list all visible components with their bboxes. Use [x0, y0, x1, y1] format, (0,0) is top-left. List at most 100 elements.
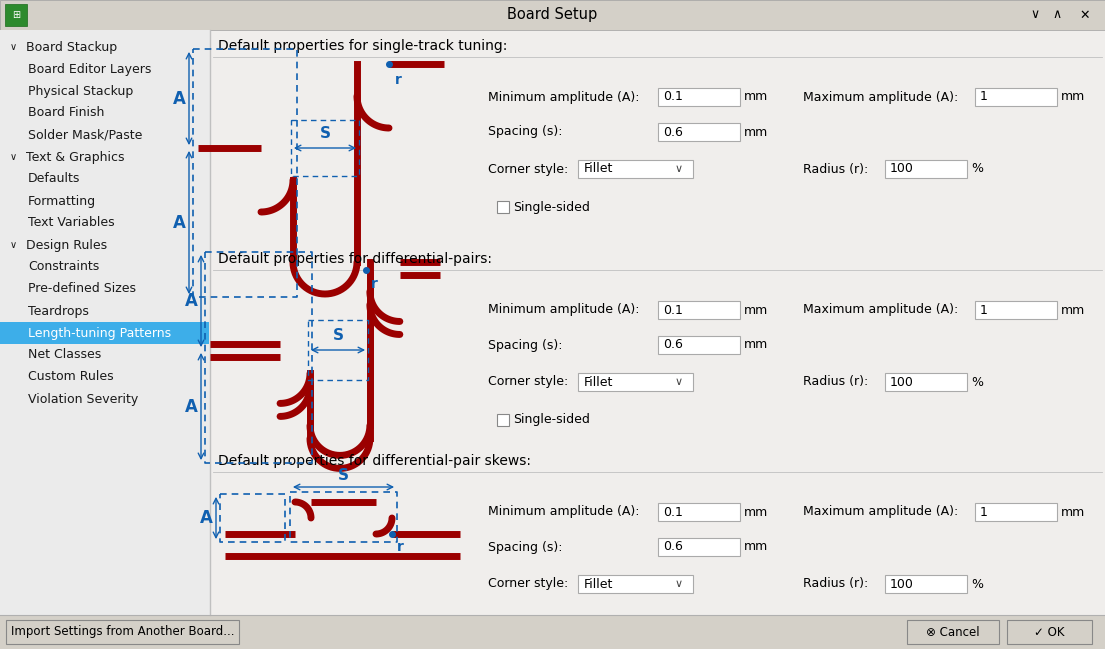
- Text: mm: mm: [744, 304, 768, 317]
- Text: Corner style:: Corner style:: [488, 376, 568, 389]
- Bar: [6, 620, 239, 644]
- Text: ∨: ∨: [675, 579, 683, 589]
- Text: Radius (r):: Radius (r):: [803, 162, 869, 175]
- Bar: [975, 301, 1057, 319]
- Bar: [210, 30, 1105, 615]
- Text: A: A: [172, 90, 186, 108]
- Bar: [0, 30, 210, 615]
- Text: 1: 1: [980, 304, 988, 317]
- Text: Spacing (s):: Spacing (s):: [488, 541, 562, 554]
- Bar: [497, 414, 509, 426]
- Text: 1: 1: [980, 506, 988, 519]
- Text: Violation Severity: Violation Severity: [28, 393, 138, 406]
- Bar: [657, 538, 740, 556]
- Text: r: r: [397, 540, 403, 554]
- Text: Minimum amplitude (A):: Minimum amplitude (A):: [488, 506, 640, 519]
- Text: Board Editor Layers: Board Editor Layers: [28, 62, 151, 75]
- Bar: [0, 322, 209, 344]
- Bar: [657, 88, 740, 106]
- Text: mm: mm: [744, 506, 768, 519]
- Text: Corner style:: Corner style:: [488, 162, 568, 175]
- Text: Fillet: Fillet: [585, 578, 613, 591]
- Text: Maximum amplitude (A):: Maximum amplitude (A):: [803, 506, 958, 519]
- Text: ∨: ∨: [1031, 8, 1040, 21]
- Text: ⊞: ⊞: [12, 10, 20, 20]
- Text: Single-sided: Single-sided: [513, 413, 590, 426]
- Text: Fillet: Fillet: [585, 162, 613, 175]
- Text: Spacing (s):: Spacing (s):: [488, 125, 562, 138]
- Bar: [975, 503, 1057, 521]
- Bar: [578, 373, 693, 391]
- Bar: [497, 201, 509, 213]
- Text: Design Rules: Design Rules: [27, 238, 107, 252]
- Bar: [0, 615, 1105, 649]
- Bar: [885, 575, 967, 593]
- Text: Text Variables: Text Variables: [28, 217, 115, 230]
- Text: mm: mm: [1061, 304, 1085, 317]
- Text: ∨: ∨: [675, 164, 683, 174]
- Text: Default properties for differential-pairs:: Default properties for differential-pair…: [218, 252, 492, 266]
- Text: A: A: [185, 397, 198, 415]
- Text: 0.6: 0.6: [663, 339, 683, 352]
- Bar: [975, 88, 1057, 106]
- Text: ∧: ∧: [1052, 8, 1062, 21]
- Text: Default properties for differential-pair skews:: Default properties for differential-pair…: [218, 454, 532, 468]
- Text: ⊗ Cancel: ⊗ Cancel: [926, 626, 980, 639]
- Text: Constraints: Constraints: [28, 260, 99, 273]
- Text: S: S: [333, 328, 344, 343]
- Text: ∨: ∨: [675, 377, 683, 387]
- Text: Single-sided: Single-sided: [513, 201, 590, 214]
- Text: mm: mm: [744, 541, 768, 554]
- Text: S: S: [319, 127, 330, 141]
- Text: Solder Mask/Paste: Solder Mask/Paste: [28, 129, 143, 141]
- Text: Board Setup: Board Setup: [507, 8, 598, 23]
- Bar: [657, 336, 740, 354]
- Text: 100: 100: [890, 376, 914, 389]
- Bar: [885, 373, 967, 391]
- Text: Text & Graphics: Text & Graphics: [27, 151, 125, 164]
- Text: Pre-defined Sizes: Pre-defined Sizes: [28, 282, 136, 295]
- Text: Custom Rules: Custom Rules: [28, 371, 114, 384]
- Bar: [6, 4, 27, 26]
- Text: Formatting: Formatting: [28, 195, 96, 208]
- Text: 0.1: 0.1: [663, 506, 683, 519]
- Text: Radius (r):: Radius (r):: [803, 578, 869, 591]
- Text: Physical Stackup: Physical Stackup: [28, 84, 134, 97]
- Text: Net Classes: Net Classes: [28, 349, 102, 361]
- Text: Radius (r):: Radius (r):: [803, 376, 869, 389]
- Bar: [657, 123, 740, 141]
- Text: ∨: ∨: [10, 152, 17, 162]
- Text: %: %: [971, 162, 983, 175]
- Text: %: %: [971, 578, 983, 591]
- Text: Corner style:: Corner style:: [488, 578, 568, 591]
- Text: Spacing (s):: Spacing (s):: [488, 339, 562, 352]
- Bar: [578, 575, 693, 593]
- Text: Teardrops: Teardrops: [28, 304, 88, 317]
- Text: ∨: ∨: [10, 240, 17, 250]
- Text: A: A: [172, 214, 186, 232]
- Bar: [657, 301, 740, 319]
- Text: Minimum amplitude (A):: Minimum amplitude (A):: [488, 90, 640, 103]
- Text: A: A: [185, 292, 198, 310]
- Text: r: r: [371, 277, 378, 291]
- Text: 100: 100: [890, 578, 914, 591]
- Text: ✓ OK: ✓ OK: [1034, 626, 1064, 639]
- Text: S: S: [338, 469, 349, 484]
- Text: mm: mm: [1061, 506, 1085, 519]
- Bar: [657, 503, 740, 521]
- Text: 0.1: 0.1: [663, 304, 683, 317]
- Text: A: A: [200, 509, 212, 527]
- Text: r: r: [394, 73, 402, 87]
- Text: Fillet: Fillet: [585, 376, 613, 389]
- Text: 100: 100: [890, 162, 914, 175]
- Text: Board Stackup: Board Stackup: [27, 40, 117, 53]
- Text: Minimum amplitude (A):: Minimum amplitude (A):: [488, 304, 640, 317]
- Bar: [1007, 620, 1092, 644]
- Text: mm: mm: [744, 339, 768, 352]
- Bar: [0, 0, 1105, 30]
- Text: 0.6: 0.6: [663, 541, 683, 554]
- Text: Default properties for single-track tuning:: Default properties for single-track tuni…: [218, 39, 507, 53]
- Text: ✕: ✕: [1080, 8, 1091, 21]
- Text: 0.1: 0.1: [663, 90, 683, 103]
- Text: mm: mm: [744, 125, 768, 138]
